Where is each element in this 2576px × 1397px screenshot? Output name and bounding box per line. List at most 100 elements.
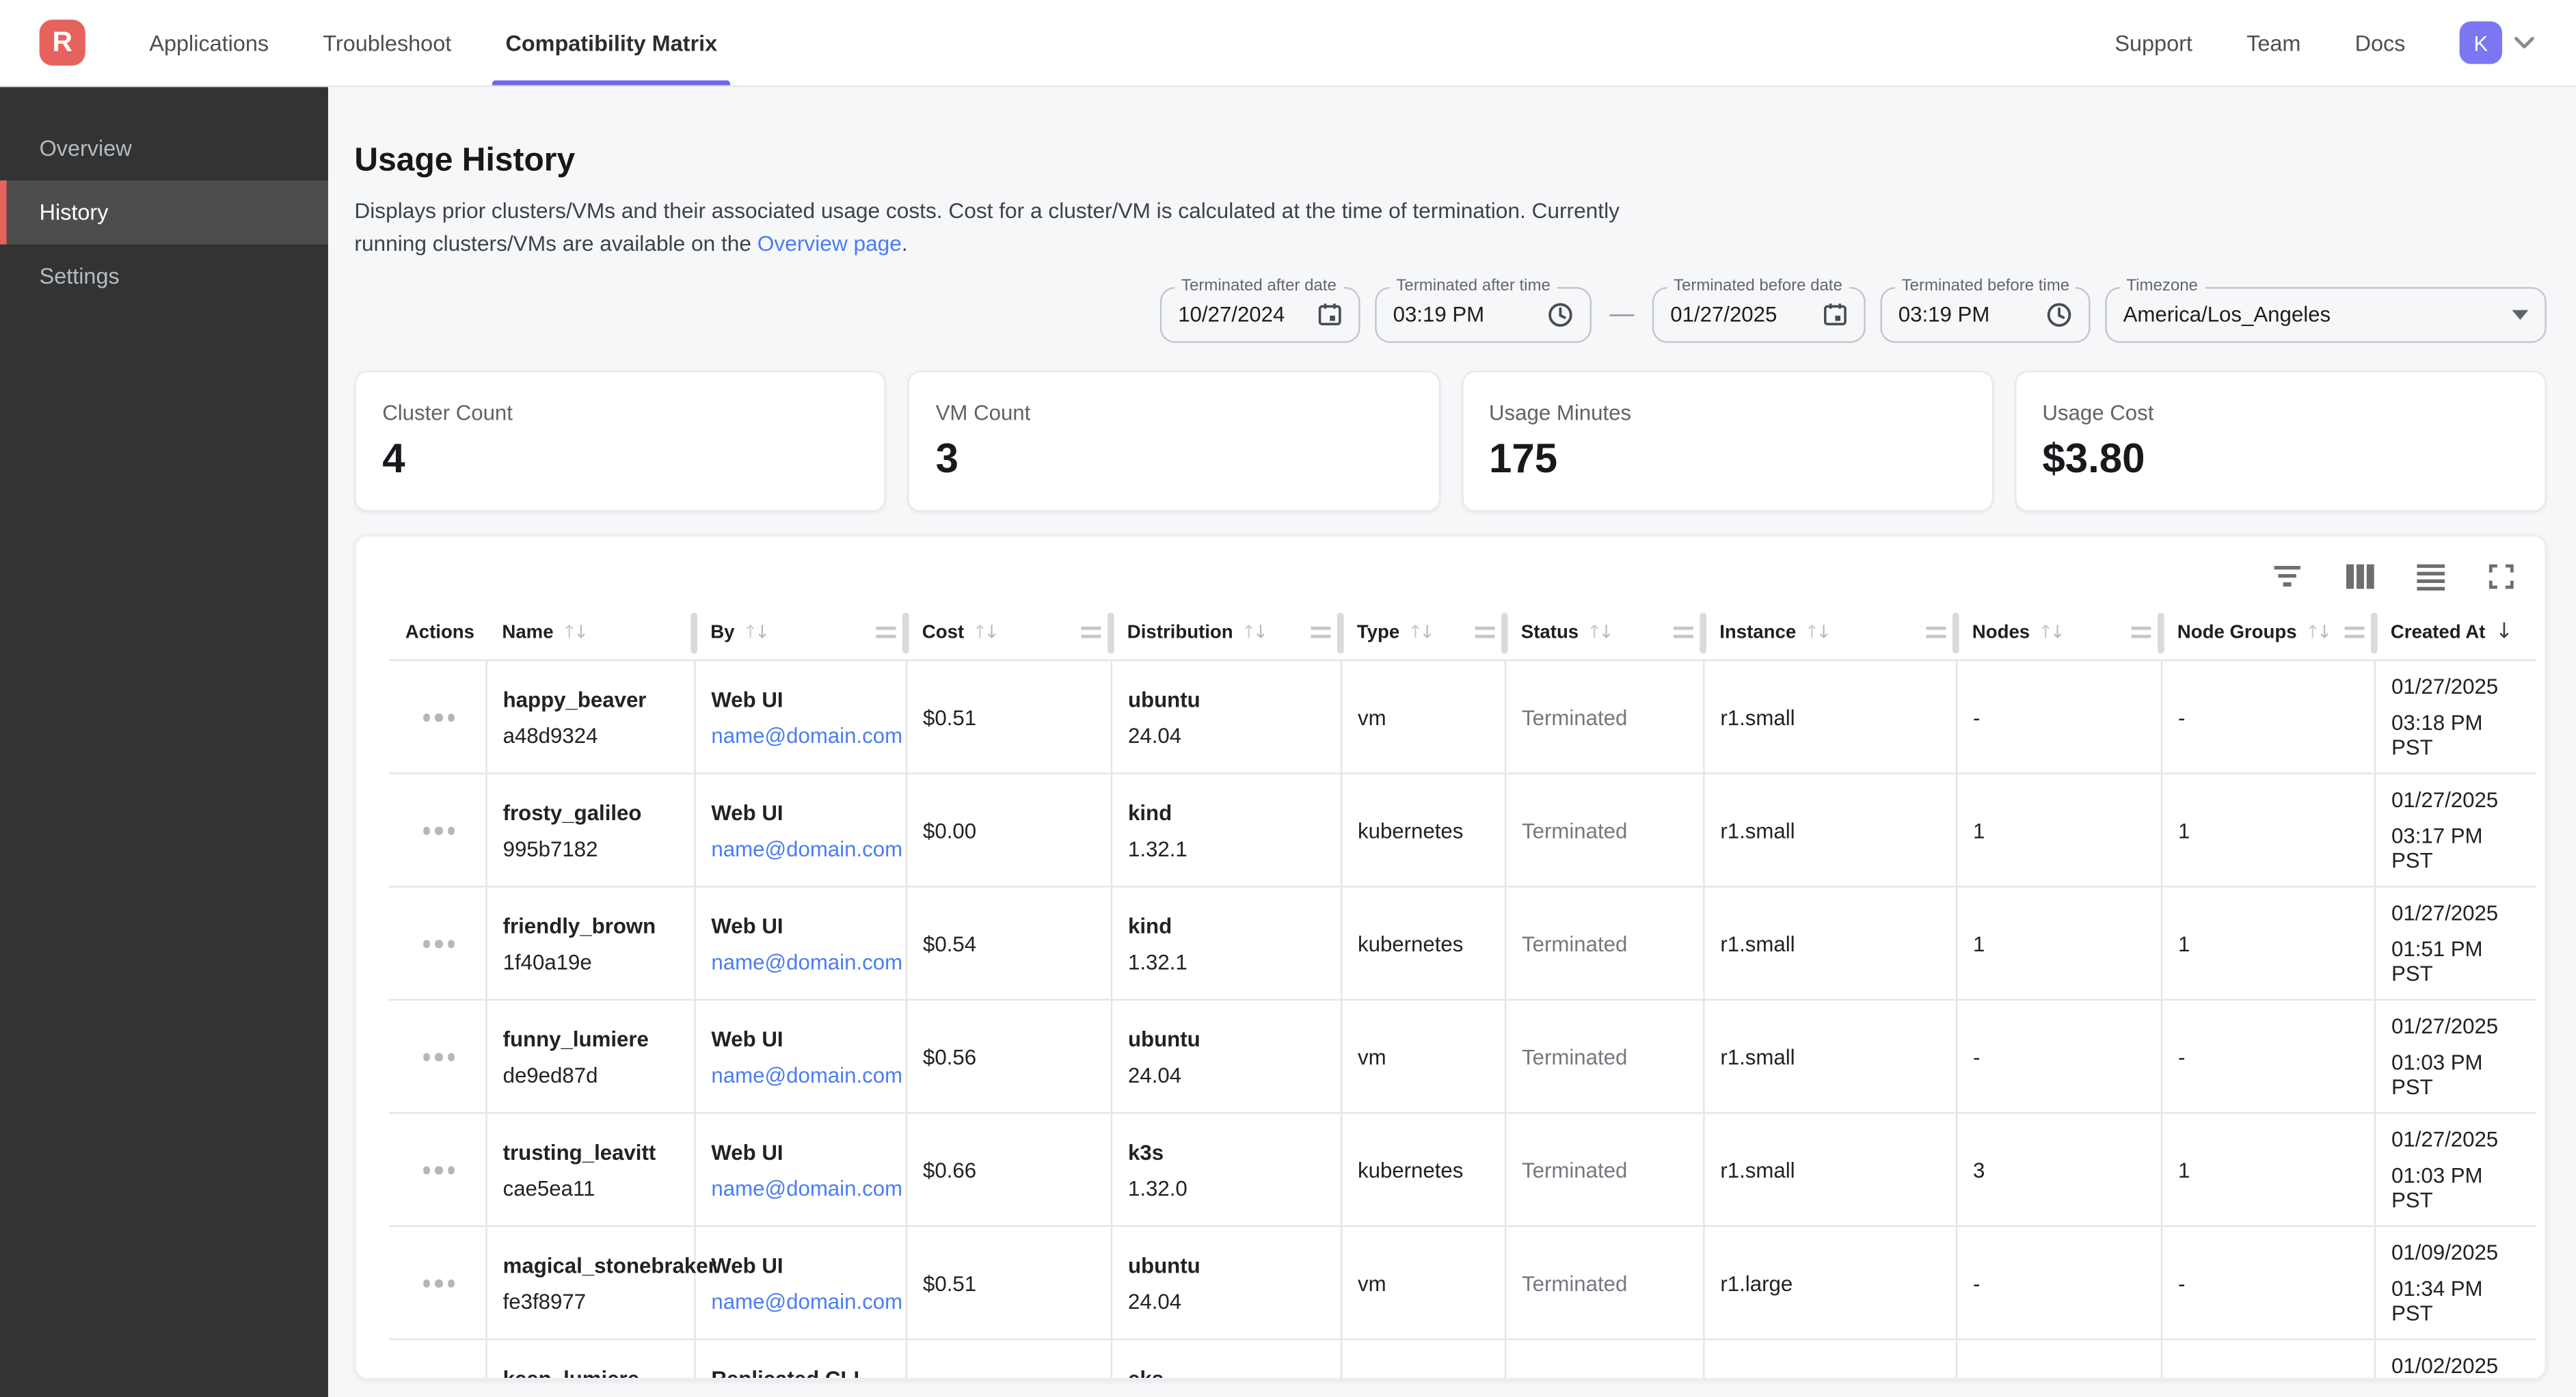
table-row: funny_lumiere de9ed87d Web UI name@domain.… xyxy=(388,999,2537,1114)
sort-icon[interactable]: ↑↓ xyxy=(2038,621,2065,644)
by-cell: Web UI name@domain.com xyxy=(694,660,907,774)
sort-icon[interactable]: ↑↓ xyxy=(1587,621,1614,644)
user-menu[interactable]: K xyxy=(2459,21,2535,64)
created-at-cell: 01/27/2025 01:03 PM PST xyxy=(2374,999,2537,1114)
calendar-icon[interactable] xyxy=(1823,303,1847,327)
sorted-desc-icon[interactable]: ↓ xyxy=(2495,620,2513,645)
by-email-link[interactable]: name@domain.com xyxy=(711,1176,903,1201)
drag-handle-icon[interactable] xyxy=(1926,627,1946,638)
column-header[interactable]: Name ↑↓ xyxy=(485,605,698,661)
drag-handle-icon[interactable] xyxy=(1475,627,1495,638)
by-email-link[interactable]: name@domain.com xyxy=(711,949,903,975)
column-header[interactable]: Type ↑↓ xyxy=(1341,605,1508,661)
node-groups-cell: 1 xyxy=(2160,886,2376,1001)
column-header[interactable]: Status ↑↓ xyxy=(1505,605,1706,661)
clock-icon[interactable] xyxy=(2046,301,2072,327)
cost-cell: $0.54 xyxy=(905,886,1112,1001)
type-cell: vm xyxy=(1340,1225,1506,1340)
drag-handle-icon[interactable] xyxy=(1081,627,1101,638)
distribution-cell: ubuntu 24.04 xyxy=(1110,999,1342,1114)
terminated-after-time-field[interactable]: Terminated after time 03:19 PM xyxy=(1375,277,1592,343)
by-email-link[interactable]: name@domain.com xyxy=(711,723,903,748)
nodes-cell: 1 xyxy=(1955,773,2162,888)
sort-icon[interactable]: ↑↓ xyxy=(561,621,589,644)
show-hide-columns-icon[interactable] xyxy=(2342,559,2378,595)
by-email-link[interactable]: name@domain.com xyxy=(711,1062,903,1087)
terminated-after-date-field[interactable]: Terminated after date 10/27/2024 xyxy=(1159,277,1360,343)
clock-icon[interactable] xyxy=(1547,301,1573,327)
filter-bar: Terminated after date 10/27/2024 Termina… xyxy=(354,277,2547,343)
timezone-select[interactable]: Timezone America/Los_Angeles xyxy=(2105,277,2547,343)
by-email-link[interactable]: name@domain.com xyxy=(711,836,903,861)
drag-handle-icon[interactable] xyxy=(2131,627,2151,638)
nodes-cell: - xyxy=(1955,660,2162,774)
by-cell: Web UI name@domain.com xyxy=(694,999,907,1114)
density-icon[interactable] xyxy=(2412,559,2448,595)
row-actions-button[interactable] xyxy=(405,826,472,835)
dropdown-caret-icon[interactable] xyxy=(2512,310,2529,320)
overview-page-link[interactable]: Overview page xyxy=(757,232,902,257)
sidebar-item-overview[interactable]: Overview xyxy=(39,136,132,161)
avatar[interactable]: K xyxy=(2459,21,2503,64)
drag-handle-icon[interactable] xyxy=(2344,627,2365,638)
terminated-before-date-field[interactable]: Terminated before date 01/27/2025 xyxy=(1652,277,1866,343)
terminated-before-time-field[interactable]: Terminated before time 03:19 PM xyxy=(1880,277,2091,343)
drag-handle-icon[interactable] xyxy=(1674,627,1693,638)
sort-icon[interactable]: ↑↓ xyxy=(1408,621,1435,644)
nav-item-compatibility-matrix[interactable]: Compatibility Matrix xyxy=(492,0,731,85)
column-header[interactable]: Distribution ↑↓ xyxy=(1111,605,1344,661)
table-row: friendly_brown 1f40a19e Web UI name@domain… xyxy=(388,886,2537,1001)
nav-link-docs[interactable]: Docs xyxy=(2354,30,2406,55)
row-actions-button[interactable] xyxy=(405,1279,472,1288)
drag-handle-icon[interactable] xyxy=(876,627,896,638)
actions-cell xyxy=(388,773,487,888)
row-actions-button[interactable] xyxy=(405,714,472,722)
row-actions-button[interactable] xyxy=(405,1053,472,1061)
nav-link-support[interactable]: Support xyxy=(2115,30,2192,55)
row-actions-button[interactable] xyxy=(405,1166,472,1174)
filter-icon[interactable] xyxy=(2271,559,2307,595)
distribution-cell: ubuntu 24.04 xyxy=(1110,660,1342,774)
calendar-icon[interactable] xyxy=(1317,303,1342,327)
column-header[interactable]: By ↑↓ xyxy=(694,605,909,661)
column-header[interactable]: Created At ↓ xyxy=(2390,620,2513,645)
created-at-cell: 01/27/2025 01:51 PM PST xyxy=(2374,886,2537,1001)
column-header[interactable]: Node Groups ↑↓ xyxy=(2161,605,2378,661)
nav-link-team[interactable]: Team xyxy=(2246,30,2301,55)
type-cell: kubernetes xyxy=(1340,886,1506,1001)
instance-cell: r1.small xyxy=(1703,1113,1957,1227)
column-header[interactable]: Instance ↑↓ xyxy=(1703,605,1959,661)
sort-icon[interactable]: ↑↓ xyxy=(2305,621,2333,644)
drag-handle-icon[interactable] xyxy=(1311,627,1331,638)
nav-item-applications[interactable]: Applications xyxy=(149,30,269,55)
status-cell: Terminated xyxy=(1504,660,1704,774)
chevron-down-icon[interactable] xyxy=(2514,36,2535,49)
name-cell: friendly_brown 1f40a19e xyxy=(485,886,695,1001)
sidebar-item-settings[interactable]: Settings xyxy=(39,264,120,289)
cost-cell: $1.06 xyxy=(905,1339,1112,1378)
column-divider xyxy=(690,612,698,653)
column-header[interactable]: Cost ↑↓ xyxy=(906,605,1114,661)
column-divider xyxy=(1337,612,1344,653)
instance-cell: r1.small xyxy=(1703,773,1957,888)
table-toolbar xyxy=(356,537,2545,606)
sort-icon[interactable]: ↑↓ xyxy=(1804,621,1832,644)
name-cell: happy_beaver a48d9324 xyxy=(485,660,695,774)
replicated-logo[interactable]: R xyxy=(39,19,85,66)
usage-history-table: Actions Name xyxy=(388,605,2537,1378)
nav-item-troubleshoot[interactable]: Troubleshoot xyxy=(323,30,452,55)
instance-cell: r1.small xyxy=(1703,660,1957,774)
sidebar-item-history[interactable]: History xyxy=(0,180,329,245)
column-header[interactable]: Actions xyxy=(405,623,475,642)
sort-icon[interactable]: ↑↓ xyxy=(742,621,770,644)
fullscreen-icon[interactable] xyxy=(2482,559,2519,595)
table-header: Actions Name xyxy=(389,605,2537,661)
sort-icon[interactable]: ↑↓ xyxy=(1241,621,1269,644)
cost-cell: $0.66 xyxy=(905,1113,1112,1227)
sort-icon[interactable]: ↑↓ xyxy=(972,621,999,644)
by-email-link[interactable]: name@domain.com xyxy=(711,1289,903,1314)
status-cell: Terminated xyxy=(1504,773,1704,888)
column-header[interactable]: Nodes ↑↓ xyxy=(1956,605,2164,661)
row-actions-button[interactable] xyxy=(405,940,472,948)
